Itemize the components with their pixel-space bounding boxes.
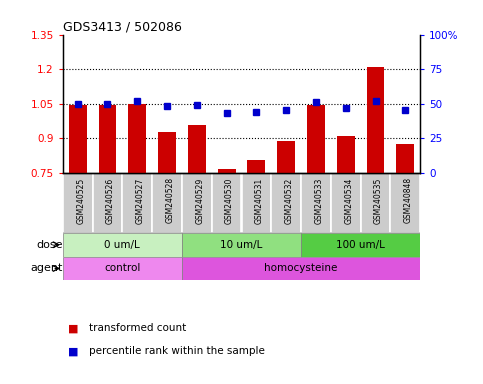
Text: dose: dose: [36, 240, 63, 250]
Bar: [63, 172, 93, 233]
Bar: [182, 257, 420, 280]
Text: ■: ■: [68, 346, 78, 356]
Text: ■: ■: [68, 323, 78, 333]
Bar: [158, 132, 176, 172]
Bar: [242, 172, 271, 233]
Bar: [277, 141, 295, 172]
Bar: [361, 172, 390, 233]
Text: GSM240532: GSM240532: [284, 177, 294, 223]
Text: 10 um/L: 10 um/L: [220, 240, 263, 250]
Bar: [99, 105, 116, 172]
Text: transformed count: transformed count: [89, 323, 186, 333]
Bar: [271, 172, 301, 233]
Text: agent: agent: [30, 263, 63, 273]
Bar: [63, 233, 182, 257]
Text: GSM240528: GSM240528: [166, 177, 174, 223]
Text: GSM240848: GSM240848: [404, 177, 413, 223]
Text: GSM240530: GSM240530: [225, 177, 234, 224]
Bar: [390, 172, 420, 233]
Text: GSM240529: GSM240529: [195, 177, 204, 223]
Text: 0 um/L: 0 um/L: [104, 240, 140, 250]
Bar: [218, 169, 236, 172]
Bar: [93, 172, 122, 233]
Text: 100 um/L: 100 um/L: [336, 240, 385, 250]
Text: control: control: [104, 263, 141, 273]
Bar: [212, 172, 242, 233]
Text: GSM240527: GSM240527: [136, 177, 145, 223]
Bar: [182, 172, 212, 233]
Bar: [69, 105, 86, 172]
Text: GSM240531: GSM240531: [255, 177, 264, 223]
Text: GSM240534: GSM240534: [344, 177, 353, 224]
Bar: [397, 144, 414, 172]
Text: GSM240535: GSM240535: [374, 177, 383, 224]
Bar: [331, 172, 361, 233]
Bar: [337, 136, 355, 172]
Bar: [247, 160, 265, 172]
Text: GSM240533: GSM240533: [314, 177, 324, 224]
Text: GSM240526: GSM240526: [106, 177, 115, 223]
Bar: [188, 126, 206, 172]
Bar: [122, 172, 152, 233]
Bar: [301, 233, 420, 257]
Text: GSM240525: GSM240525: [76, 177, 85, 223]
Bar: [182, 233, 301, 257]
Bar: [307, 105, 325, 172]
Bar: [128, 104, 146, 172]
Bar: [301, 172, 331, 233]
Text: percentile rank within the sample: percentile rank within the sample: [89, 346, 265, 356]
Text: GDS3413 / 502086: GDS3413 / 502086: [63, 20, 182, 33]
Text: homocysteine: homocysteine: [264, 263, 338, 273]
Bar: [63, 257, 182, 280]
Bar: [367, 67, 384, 172]
Bar: [152, 172, 182, 233]
